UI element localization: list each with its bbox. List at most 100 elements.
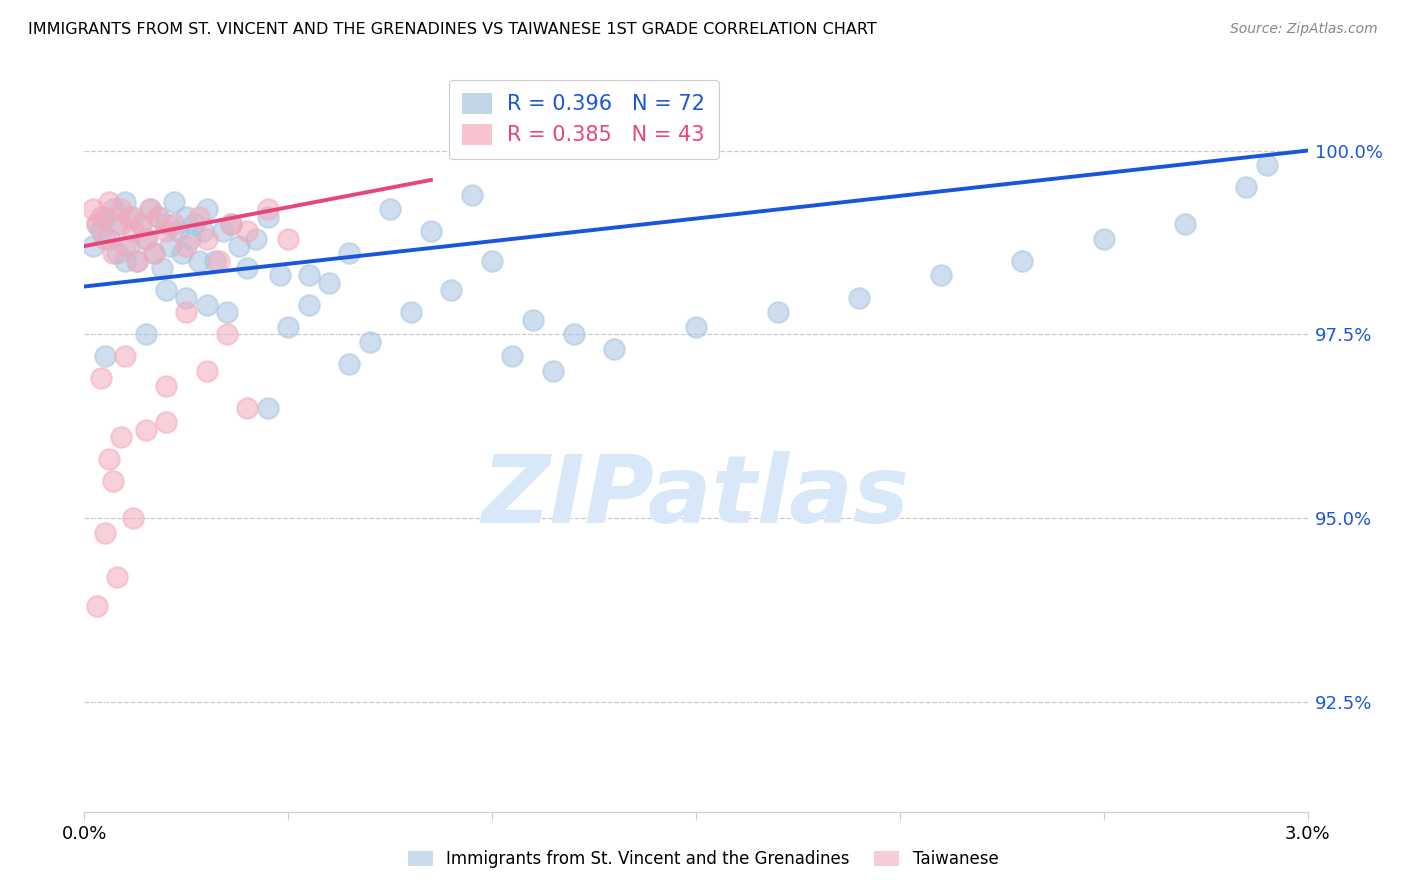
Point — [167, 224, 190, 238]
Point — [187, 253, 209, 268]
Point — [236, 261, 259, 276]
Point — [257, 210, 280, 224]
Point — [86, 599, 108, 613]
Text: ZIPatlas: ZIPatlas — [482, 451, 910, 543]
Point — [339, 357, 361, 371]
Point — [183, 217, 205, 231]
Point — [1236, 180, 1258, 194]
Point — [90, 224, 112, 238]
Point — [359, 334, 381, 349]
Point — [114, 349, 136, 363]
Point — [929, 268, 952, 283]
Point — [105, 246, 128, 260]
Point — [93, 232, 115, 246]
Point — [195, 364, 218, 378]
Point — [90, 210, 112, 224]
Point — [131, 217, 153, 231]
Point — [298, 268, 321, 283]
Point — [97, 194, 120, 209]
Point — [138, 202, 160, 217]
Point — [219, 217, 242, 231]
Point — [155, 224, 177, 238]
Point — [219, 217, 242, 231]
Point — [122, 224, 145, 238]
Legend: R = 0.396   N = 72, R = 0.385   N = 43: R = 0.396 N = 72, R = 0.385 N = 43 — [449, 79, 718, 159]
Point — [131, 217, 153, 231]
Point — [195, 202, 218, 217]
Point — [101, 202, 124, 217]
Point — [110, 202, 132, 217]
Point — [217, 305, 239, 319]
Point — [187, 210, 209, 224]
Point — [522, 312, 544, 326]
Point — [174, 291, 197, 305]
Text: Source: ZipAtlas.com: Source: ZipAtlas.com — [1230, 22, 1378, 37]
Point — [97, 452, 120, 467]
Point — [159, 239, 181, 253]
Point — [114, 194, 136, 209]
Point — [127, 253, 149, 268]
Point — [174, 239, 197, 253]
Point — [82, 239, 104, 253]
Point — [135, 232, 157, 246]
Point — [195, 232, 218, 246]
Point — [685, 319, 707, 334]
Point — [399, 305, 422, 319]
Point — [90, 371, 112, 385]
Point — [155, 378, 177, 392]
Point — [212, 224, 235, 238]
Point — [135, 232, 157, 246]
Point — [114, 253, 136, 268]
Point — [236, 224, 259, 238]
Point — [93, 525, 115, 540]
Point — [122, 210, 145, 224]
Point — [101, 474, 124, 488]
Point — [155, 283, 177, 297]
Point — [298, 298, 321, 312]
Point — [339, 246, 361, 260]
Point — [135, 327, 157, 342]
Point — [97, 232, 120, 246]
Point — [603, 342, 626, 356]
Point — [105, 217, 128, 231]
Point — [135, 423, 157, 437]
Point — [217, 327, 239, 342]
Point — [461, 187, 484, 202]
Point — [155, 416, 177, 430]
Point — [142, 246, 165, 260]
Point — [277, 319, 299, 334]
Point — [191, 224, 214, 238]
Point — [142, 246, 165, 260]
Point — [481, 253, 503, 268]
Legend: Immigrants from St. Vincent and the Grenadines, Taiwanese: Immigrants from St. Vincent and the Gren… — [401, 844, 1005, 875]
Point — [257, 401, 280, 415]
Point — [420, 224, 443, 238]
Point — [766, 305, 789, 319]
Point — [82, 202, 104, 217]
Point — [543, 364, 565, 378]
Point — [1011, 253, 1033, 268]
Point — [269, 268, 291, 283]
Point — [127, 253, 149, 268]
Point — [150, 261, 173, 276]
Point — [562, 327, 585, 342]
Point — [380, 202, 402, 217]
Point — [204, 253, 226, 268]
Point — [110, 430, 132, 444]
Point — [93, 349, 115, 363]
Point — [93, 210, 115, 224]
Point — [1174, 217, 1197, 231]
Point — [195, 298, 218, 312]
Point — [318, 276, 340, 290]
Point — [245, 232, 267, 246]
Point — [440, 283, 463, 297]
Point — [174, 210, 197, 224]
Text: IMMIGRANTS FROM ST. VINCENT AND THE GRENADINES VS TAIWANESE 1ST GRADE CORRELATIO: IMMIGRANTS FROM ST. VINCENT AND THE GREN… — [28, 22, 877, 37]
Point — [101, 246, 124, 260]
Point — [1092, 232, 1115, 246]
Point — [1256, 158, 1278, 172]
Point — [228, 239, 250, 253]
Point — [118, 239, 141, 253]
Point — [502, 349, 524, 363]
Point — [848, 291, 870, 305]
